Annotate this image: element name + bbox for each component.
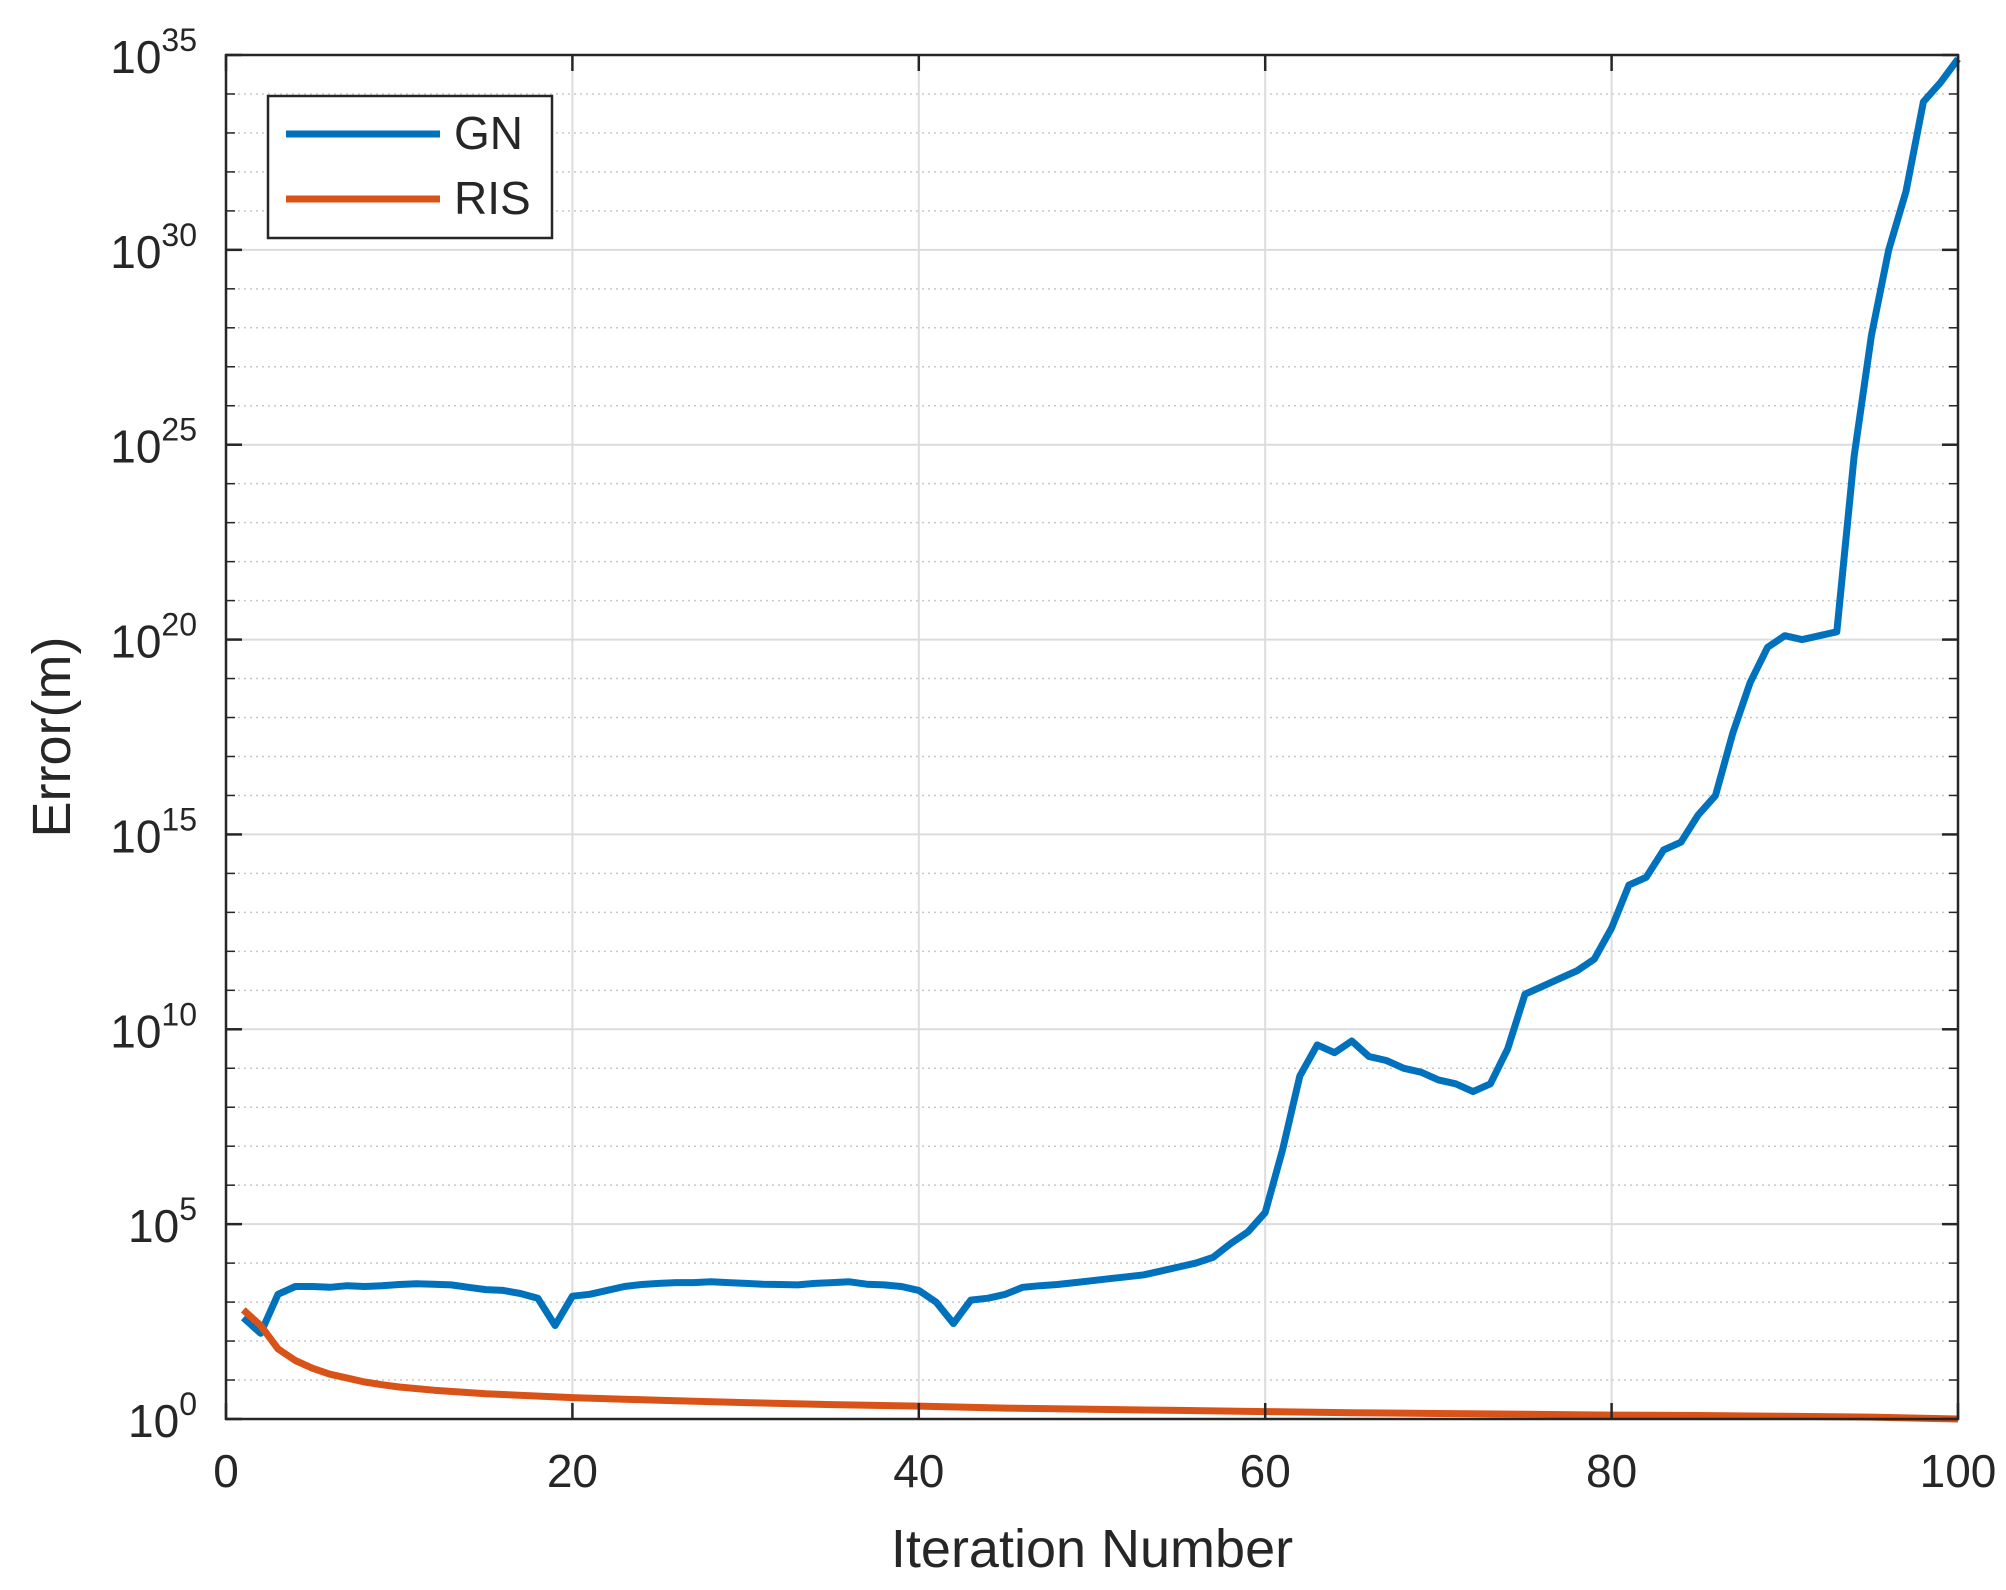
plot-frame xyxy=(224,53,1960,1421)
x-tick-label: 0 xyxy=(213,1445,239,1497)
y-tick-label: 1015 xyxy=(110,801,197,862)
major-grid xyxy=(226,55,1958,1419)
y-tick-label: 1020 xyxy=(110,607,197,668)
x-tick-label: 40 xyxy=(893,1445,944,1497)
y-tick-label: 1035 xyxy=(110,22,197,83)
series-layer xyxy=(240,56,1961,1423)
axis-ticks xyxy=(224,53,1960,1421)
y-tick-label: 1025 xyxy=(110,412,197,473)
x-axis-label: Iteration Number xyxy=(891,1519,1293,1579)
x-tick-label: 60 xyxy=(1240,1445,1291,1497)
y-tick-label: 100 xyxy=(128,1386,197,1447)
legend: GN RIS xyxy=(266,94,554,240)
x-tick-label: 100 xyxy=(1920,1445,1997,1497)
y-tick-label: 105 xyxy=(128,1191,197,1252)
x-tick-labels: 0 20 40 60 80 100 xyxy=(213,1445,1996,1497)
legend-label-ris: RIS xyxy=(454,172,531,224)
x-tick-label: 20 xyxy=(547,1445,598,1497)
series-line-gn xyxy=(240,56,1961,1337)
y-tick-label: 1010 xyxy=(110,996,197,1057)
y-axis-label: Error(m) xyxy=(22,637,82,838)
legend-box xyxy=(266,94,554,240)
y-tick-labels: 100 105 1010 1015 1020 1025 1030 1035 xyxy=(110,22,197,1447)
legend-label-gn: GN xyxy=(454,107,523,159)
y-tick-label: 1030 xyxy=(110,217,197,278)
x-tick-label: 80 xyxy=(1586,1445,1637,1497)
plot-area xyxy=(226,55,1958,1419)
series-line-ris xyxy=(240,1307,1959,1423)
